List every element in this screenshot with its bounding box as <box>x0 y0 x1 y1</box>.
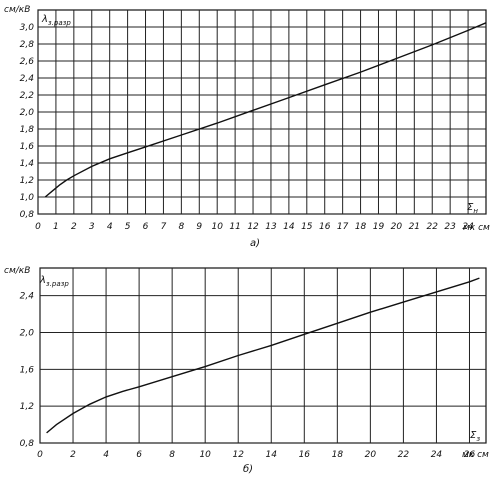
chart-a-x-unit: мк см <box>463 223 490 233</box>
chart-a-y-tick-label: 3,0 <box>20 23 35 33</box>
chart-a-series-line <box>44 22 487 198</box>
chart-a-x-tick-label: 20 <box>391 222 403 232</box>
chart-a-x-tick-label: 7 <box>161 222 167 232</box>
chart-a-y-unit: см/кВ <box>4 5 30 15</box>
chart-a-x-tick-label: 2 <box>71 222 77 232</box>
chart-b-x-tick-label: 8 <box>169 450 175 460</box>
chart-a-y-ticks: 0,8 1,0 1,2 1,4 1,6 1,8 2,0 2,2 2,4 2,6 2,8 3,0 <box>20 23 35 220</box>
chart-a-x-tick-label: 21 <box>409 222 420 232</box>
chart-a-x-tick-label: 1 <box>53 222 59 232</box>
chart-b-x-ticks: 0 2 4 6 8 10 12 14 16 18 20 22 24 26 <box>37 450 475 460</box>
chart-b-y-unit: см/кВ <box>4 266 30 276</box>
chart-a-y-tick-label: 2,4 <box>20 74 35 84</box>
chart-a-grid <box>37 10 486 215</box>
chart-a-x-tick-label: 14 <box>283 222 295 232</box>
chart-b-x-tick-label: 22 <box>398 450 410 460</box>
chart-a-y-symbol-sub: з.разр <box>48 19 71 27</box>
chart-a-x-tick-label: 11 <box>229 222 240 232</box>
chart-a-x-tick-label: 5 <box>125 222 131 232</box>
chart-a-x-tick-label: 13 <box>265 222 277 232</box>
chart-a-x-tick-label: 16 <box>319 222 331 232</box>
chart-b-x-tick-label: 12 <box>232 450 244 460</box>
chart-b-x-tick-label: 4 <box>103 450 109 460</box>
chart-a-y-tick-label: 1,8 <box>20 125 35 135</box>
chart-b-y-tick-label: 1,2 <box>20 402 35 412</box>
chart-a-x-tick-label: 8 <box>178 222 184 232</box>
chart-a-x-tick-label: 24 <box>462 222 474 232</box>
chart-b: 0 2 4 6 8 10 12 14 16 18 20 22 24 26 0,81,21,62,02,4 … <box>4 266 489 475</box>
chart-b-y-tick-label: 0,8 <box>20 439 35 449</box>
chart-b-x-symbol-main: Σ <box>470 430 477 441</box>
chart-a: 0 1 2 3 4 5 6 7 8 9 10 11 12 13 14 15 16 17 18 19 20 21 22 23 24… <box>4 5 490 249</box>
chart-b-x-tick-label: 10 <box>199 450 211 460</box>
chart-a-y-tick-label: 2,8 <box>20 40 35 50</box>
chart-a-x-tick-label: 12 <box>247 222 259 232</box>
chart-b-x-tick-label: 14 <box>266 450 278 460</box>
chart-b-y-symbol: λз.разр <box>39 275 69 288</box>
chart-b-x-tick-label: 24 <box>431 450 443 460</box>
chart-a-y-tick-label: 1,6 <box>20 142 35 152</box>
chart-a-x-symbol-main: Σ <box>467 202 474 213</box>
chart-b-y-symbol-sub: з.разр <box>46 280 69 288</box>
chart-b-y-tick-label: 2,0 <box>20 328 35 338</box>
chart-a-x-tick-label: 22 <box>427 222 439 232</box>
chart-a-y-symbol-main: λ <box>41 14 48 25</box>
chart-b-x-symbol-sub: з <box>476 435 480 443</box>
chart-b-x-tick-label: 18 <box>332 450 344 460</box>
chart-b-x-symbol: Σз <box>470 430 480 443</box>
chart-a-x-tick-label: 0 <box>35 222 41 232</box>
chart-b-series-line <box>46 277 480 434</box>
chart-b-y-tick-label: 1,6 <box>20 365 35 375</box>
chart-a-y-tick-label: 2,0 <box>20 108 35 118</box>
chart-a-x-tick-label: 10 <box>211 222 223 232</box>
chart-a-x-symbol-sub: н <box>473 207 478 215</box>
chart-b-y-ticks: 0,8 1,2 1,6 2,0 2,4 <box>20 292 35 449</box>
chart-a-caption: а) <box>250 238 260 249</box>
chart-a-y-tick-label: 1,0 <box>20 193 35 203</box>
chart-a-x-tick-label: 9 <box>196 222 202 232</box>
chart-a-y-tick-label: 1,2 <box>20 176 35 186</box>
chart-b-x-tick-label: 26 <box>464 450 476 460</box>
chart-b-x-unit: мк см <box>462 450 489 460</box>
chart-a-x-tick-label: 17 <box>337 222 349 232</box>
chart-b-grid <box>39 268 486 444</box>
chart-a-y-tick-label: 2,2 <box>20 91 35 101</box>
chart-a-x-tick-label: 15 <box>301 222 313 232</box>
chart-a-x-tick-label: 23 <box>444 222 456 232</box>
chart-b-x-tick-label: 2 <box>70 450 76 460</box>
chart-a-x-tick-label: 19 <box>373 222 385 232</box>
chart-b-y-symbol-main: λ <box>39 275 46 286</box>
chart-b-plot-frame <box>39 267 487 444</box>
chart-a-x-ticks: 0 1 2 3 4 5 6 7 8 9 10 11 12 13 14 15 16 17 18 19 20 21 22 23 24 <box>35 222 474 232</box>
chart-a-x-tick-label: 4 <box>107 222 113 232</box>
chart-a-x-tick-label: 3 <box>89 222 95 232</box>
chart-a-x-symbol: Σн <box>467 202 478 215</box>
chart-b-x-tick-label: 16 <box>299 450 311 460</box>
chart-a-y-tick-label: 1,4 <box>20 159 35 169</box>
chart-b-x-tick-label: 20 <box>365 450 377 460</box>
chart-b-x-tick-label: 0 <box>37 450 43 460</box>
chart-a-y-tick-label: 2,6 <box>20 57 35 67</box>
chart-b-caption: б) <box>243 463 253 475</box>
chart-a-x-tick-label: 18 <box>355 222 367 232</box>
chart-a-y-tick-label: 0,8 <box>20 210 35 220</box>
chart-a-y-symbol: λз.разр <box>41 14 71 27</box>
chart-b-y-tick-label: 2,4 <box>20 292 35 302</box>
chart-a-x-tick-label: 6 <box>143 222 149 232</box>
chart-b-x-tick-label: 6 <box>136 450 142 460</box>
